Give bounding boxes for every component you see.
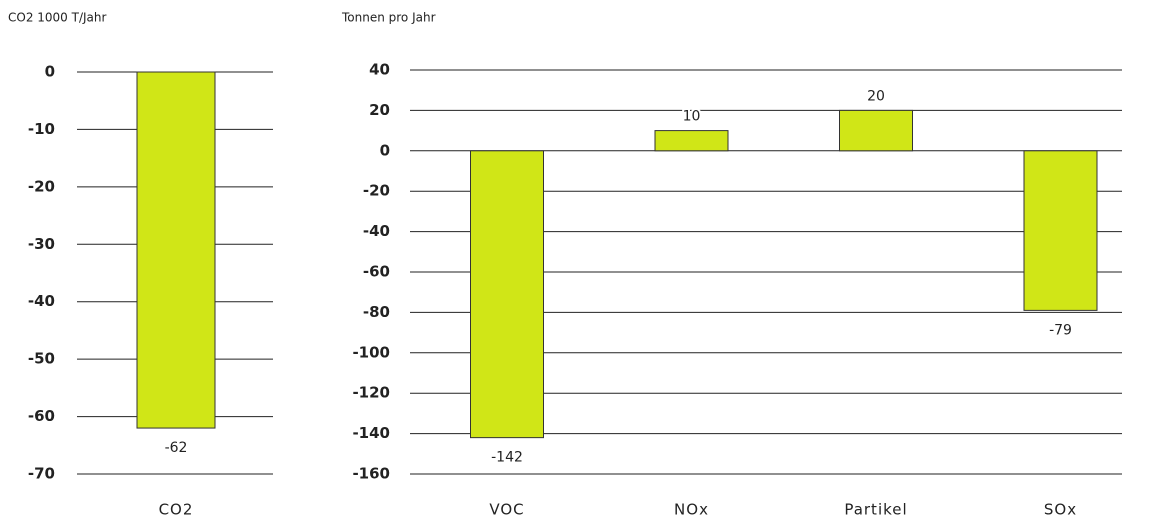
- y-axis-label: Tonnen pro Jahr: [341, 11, 436, 25]
- y-tick-label: -60: [28, 407, 55, 425]
- y-tick-label: -10: [28, 120, 55, 138]
- y-tick-label: -80: [363, 303, 390, 321]
- y-tick-label: -50: [28, 350, 55, 368]
- bar: [839, 109, 913, 152]
- y-axis-label: CO2 1000 T/Jahr: [8, 11, 106, 25]
- data-label: 10: [683, 109, 701, 125]
- y-tick-label: 20: [369, 101, 390, 119]
- y-tick-label: -40: [28, 292, 55, 310]
- x-tick-label: SOx: [1044, 501, 1077, 519]
- bar: [654, 130, 729, 152]
- y-tick-label: -30: [28, 235, 55, 253]
- x-tick-label: CO2: [159, 501, 194, 519]
- bar: [1023, 150, 1098, 311]
- y-tick-label: -140: [352, 424, 390, 442]
- data-label: 20: [867, 88, 885, 104]
- y-tick-label: -20: [363, 182, 390, 200]
- y-tick-label: -70: [28, 465, 55, 483]
- y-tick-label: -100: [352, 343, 390, 361]
- x-tick-label: NOx: [674, 501, 709, 519]
- y-tick-label: -20: [28, 177, 55, 195]
- y-tick-label: 0: [380, 141, 390, 159]
- x-tick-label: Partikel: [844, 501, 907, 519]
- data-label: -79: [1049, 322, 1072, 338]
- bar: [136, 71, 216, 429]
- y-tick-label: 0: [45, 63, 55, 81]
- data-label: -62: [165, 440, 188, 456]
- y-tick-label: -160: [352, 465, 390, 483]
- y-tick-label: -40: [363, 222, 390, 240]
- y-tick-label: 40: [369, 61, 390, 79]
- data-label: -142: [491, 450, 523, 466]
- y-tick-label: -120: [352, 384, 390, 402]
- bar: [470, 150, 544, 439]
- y-tick-label: -60: [363, 263, 390, 281]
- x-tick-label: VOC: [489, 501, 524, 519]
